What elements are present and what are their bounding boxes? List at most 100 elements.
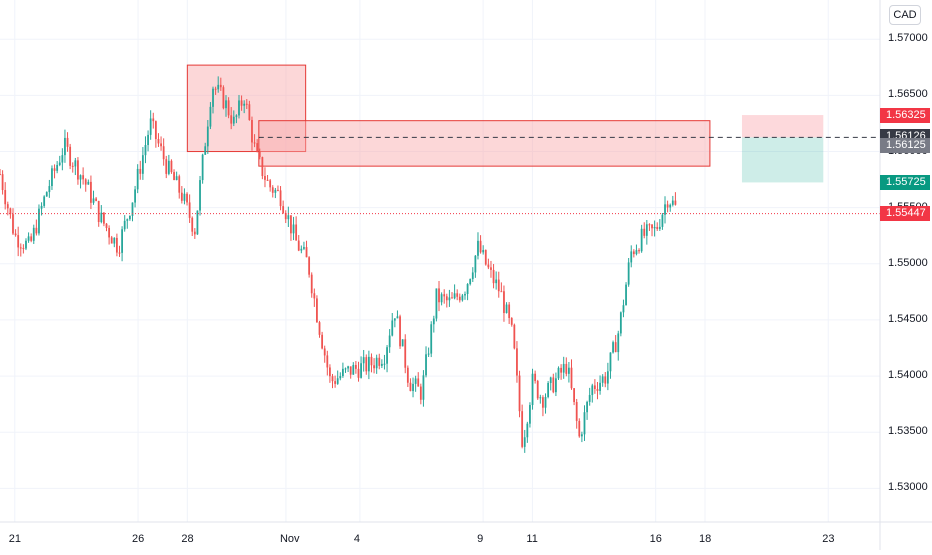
candle-body (471, 272, 474, 280)
candle-body (490, 267, 492, 270)
candle-body (318, 322, 321, 335)
price-axis-label: 1.55000 (888, 256, 928, 269)
price-tag: 1.55447 (880, 206, 930, 222)
candle-body (414, 378, 417, 384)
take-profit-area (741, 137, 824, 183)
candle-body (284, 212, 287, 220)
price-axis-label: 1.56500 (888, 88, 928, 101)
candle-body (0, 174, 1, 175)
candle-body (45, 192, 48, 197)
candle-body (79, 175, 82, 180)
candle-body (427, 353, 430, 355)
candle-body (518, 375, 521, 412)
time-axis-label: 9 (477, 533, 484, 545)
candle-body (87, 181, 90, 185)
candle-body (653, 226, 656, 229)
candle-body (362, 357, 365, 364)
candle-body (186, 193, 188, 203)
candle-body (404, 339, 407, 368)
candle-body (445, 296, 448, 301)
candle-body (622, 305, 625, 313)
candle-body (609, 352, 612, 372)
candle-body (580, 434, 583, 437)
candle-body (521, 411, 524, 447)
candle-body (165, 159, 168, 174)
time-axis-label: Nov (279, 533, 300, 545)
candle-body (84, 179, 87, 185)
candle-body (479, 240, 482, 253)
candle-body (6, 204, 9, 209)
candle-body (588, 395, 591, 402)
candle-body (552, 377, 555, 393)
candle-body (599, 382, 601, 391)
time-axis-label: 16 (649, 533, 662, 545)
candle-body (64, 137, 66, 156)
candle-body (375, 357, 378, 369)
candle-body (329, 367, 331, 377)
candle-body (308, 257, 311, 275)
candle-body (12, 214, 14, 234)
candle-body (58, 162, 61, 165)
candle-body (303, 247, 305, 249)
candle-body (32, 227, 35, 241)
candle-body (290, 215, 292, 234)
candle-body (240, 100, 243, 106)
candle-body (542, 397, 544, 408)
candle-body (443, 294, 446, 297)
candle-body (248, 104, 251, 120)
candle-body (409, 382, 412, 392)
candle-body (425, 354, 427, 376)
candle-body (4, 190, 7, 205)
candle-body (157, 139, 160, 144)
candle-body (453, 293, 456, 299)
price-axis-label: 1.54000 (888, 369, 928, 382)
candle-body (297, 240, 300, 251)
candle-body (230, 115, 233, 124)
candle-body (503, 291, 505, 314)
candle-body (555, 378, 557, 393)
candle-body (492, 269, 495, 284)
candle-body (516, 348, 518, 376)
candle-body (97, 200, 100, 222)
candle-body (373, 365, 375, 369)
candle-body (266, 179, 269, 181)
candle-body (386, 347, 388, 364)
candle-body (258, 151, 261, 158)
candle-body (136, 168, 139, 190)
candle-body (630, 251, 633, 263)
candle-body (412, 383, 414, 392)
candle-body (388, 335, 391, 348)
currency-button[interactable]: CAD (889, 5, 921, 25)
candle-body (71, 165, 74, 167)
candle-body (227, 100, 230, 116)
candle-body (601, 376, 604, 383)
candle-body (510, 318, 513, 325)
candle-body (141, 155, 144, 174)
candle-body (222, 87, 225, 109)
time-axis-label: 11 (526, 533, 538, 545)
candle-body (105, 223, 108, 228)
candle-body (575, 402, 578, 421)
candle-body (513, 324, 516, 349)
candle-body (214, 88, 217, 90)
candle-body (256, 143, 259, 152)
candle-body (269, 180, 272, 188)
candle-body (300, 248, 303, 251)
candle-body (178, 176, 181, 193)
candle-body (671, 200, 674, 205)
candle-body (614, 342, 617, 353)
candle-body (118, 252, 121, 254)
price-axis-label: 1.53500 (888, 425, 928, 438)
candle-body (321, 334, 324, 349)
candle-body (666, 204, 669, 208)
candle-body (593, 385, 596, 389)
candle-body (435, 288, 438, 319)
price-tag: 1.56325 (880, 107, 930, 123)
price-axis-label: 1.57000 (888, 32, 928, 45)
candle-body (341, 368, 344, 377)
candle-body (370, 356, 373, 366)
candle-body (523, 437, 526, 447)
candle-body (567, 367, 570, 374)
